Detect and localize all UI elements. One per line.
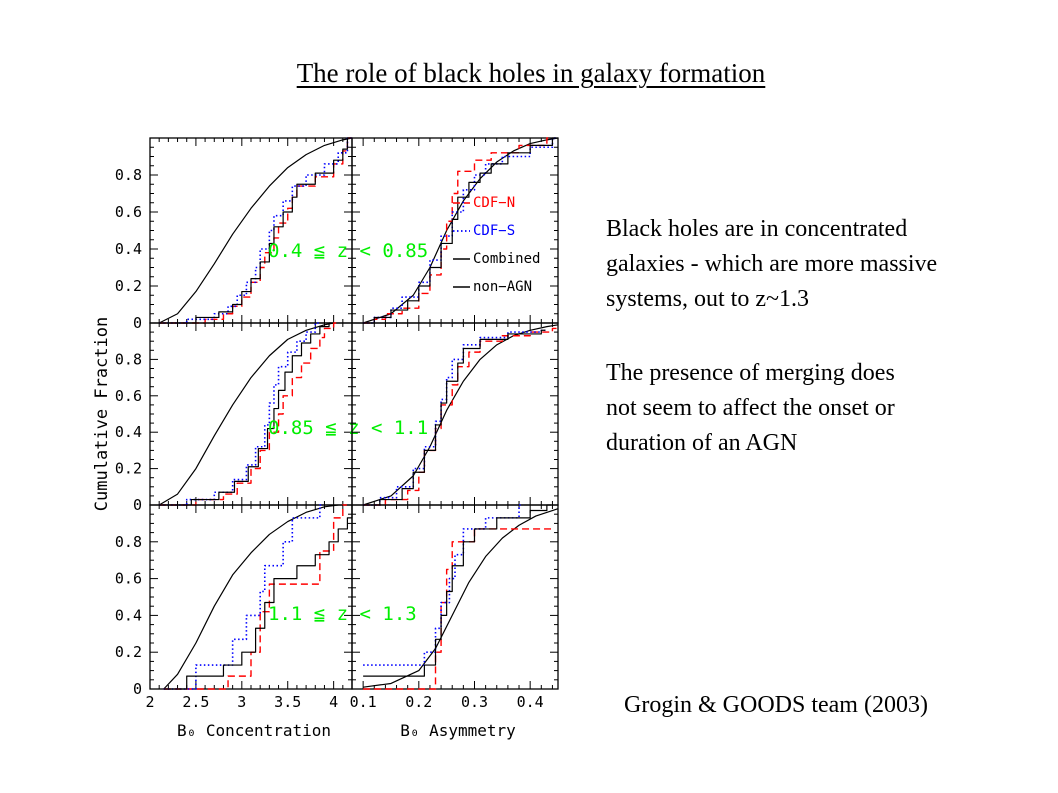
legend-entry: non−AGN [473, 279, 532, 295]
series-line-cdf-n [363, 327, 557, 506]
series-line-cdf-n [159, 137, 352, 324]
panel-frame [351, 504, 559, 690]
x-axis-label-concentration: B₀ Concentration [177, 721, 331, 740]
slide-title: The role of black holes in galaxy format… [296, 58, 766, 88]
x-tick-label: 2 [145, 693, 154, 711]
paragraph-line: systems, out to z~1.3 [606, 286, 809, 312]
x-tick-label: 0.1 [350, 693, 377, 711]
y-tick-label: 0 [133, 496, 142, 514]
y-axis-label: Cumulative Fraction [92, 317, 112, 511]
paragraph-line: The presence of merging does [606, 360, 895, 386]
x-tick-label: 3.5 [274, 693, 301, 711]
paragraph-black-holes: Black holes are in concentrated galaxies… [606, 212, 937, 317]
redshift-label: 1.1 ≦ z < 1.3 [268, 603, 417, 625]
x-tick-label: 3 [237, 693, 246, 711]
series-line-combined [159, 322, 334, 506]
series-line-cdf-s [363, 137, 557, 324]
y-tick-label: 0.2 [115, 643, 142, 661]
series-line-non-agn [158, 322, 334, 506]
y-tick-label: 0.8 [115, 533, 142, 551]
panel-frame [351, 322, 559, 506]
series-line-non-agn [362, 137, 559, 324]
x-tick-label: 0.3 [461, 693, 488, 711]
series-line-combined [159, 137, 352, 324]
panel-frame [149, 322, 353, 506]
y-tick-label: 0.4 [115, 606, 142, 624]
paragraph-line: not seem to affect the onset or [606, 395, 895, 421]
series-line-cdf-s [159, 322, 320, 506]
redshift-label: 0.4 ≦ z < 0.85 [268, 240, 428, 262]
legend-entry: CDF−N [473, 195, 515, 211]
paragraph-line: duration of an AGN [606, 430, 798, 456]
y-tick-label: 0.2 [115, 460, 142, 478]
legend-entry: Combined [473, 251, 540, 267]
series-line-non-agn [362, 324, 559, 506]
series-line-cdf-n [363, 137, 551, 324]
series-line-non-agn [163, 504, 339, 690]
paragraph-merging: The presence of merging does not seem to… [606, 356, 895, 461]
series-line-cdf-s [363, 504, 524, 666]
x-tick-label: 2.5 [182, 693, 209, 711]
redshift-label: 0.85 ≦ z < 1.1 [268, 417, 428, 439]
y-tick-label: 0.8 [115, 166, 142, 184]
x-tick-label: 0.4 [517, 693, 544, 711]
series-line-non-agn [158, 137, 353, 324]
series-line-non-agn [363, 508, 559, 688]
y-tick-label: 0 [133, 680, 142, 698]
legend-entry: CDF−S [473, 223, 515, 239]
x-tick-label: 0.2 [405, 693, 432, 711]
y-tick-label: 0.6 [115, 203, 142, 221]
series-line-cdf-n [163, 504, 347, 690]
series-line-combined [363, 137, 557, 324]
panel-frame [149, 137, 353, 324]
series-line-cdf-n [159, 322, 338, 506]
series-line-cdf-s [163, 504, 324, 690]
y-tick-label: 0.4 [115, 240, 142, 258]
series-line-combined [363, 329, 546, 506]
x-tick-label: 4 [329, 693, 338, 711]
paragraph-line: Black holes are in concentrated [606, 216, 908, 242]
cumulative-fraction-figure: 0 0.2 0.4 0.6 0.8 0.4 ≦ z < 0.85 0 0.2 0.4 0.6 0.8… [92, 137, 559, 740]
y-tick-label: 0.8 [115, 350, 142, 368]
x-axis-label-asymmetry: B₀ Asymmetry [400, 721, 516, 740]
y-tick-label: 0 [133, 314, 142, 332]
panel-frame [351, 137, 559, 324]
series-line-cdf-s [159, 137, 352, 324]
y-tick-label: 0.2 [115, 277, 142, 295]
y-tick-label: 0.4 [115, 423, 142, 441]
paragraph-line: galaxies - which are more massive [606, 251, 938, 277]
series-line-combined [163, 505, 353, 690]
credit-citation: Grogin & GOODS team (2003) [624, 692, 928, 718]
y-tick-label: 0.6 [115, 387, 142, 405]
series-line-combined [363, 504, 551, 677]
y-tick-label: 0.6 [115, 570, 142, 588]
